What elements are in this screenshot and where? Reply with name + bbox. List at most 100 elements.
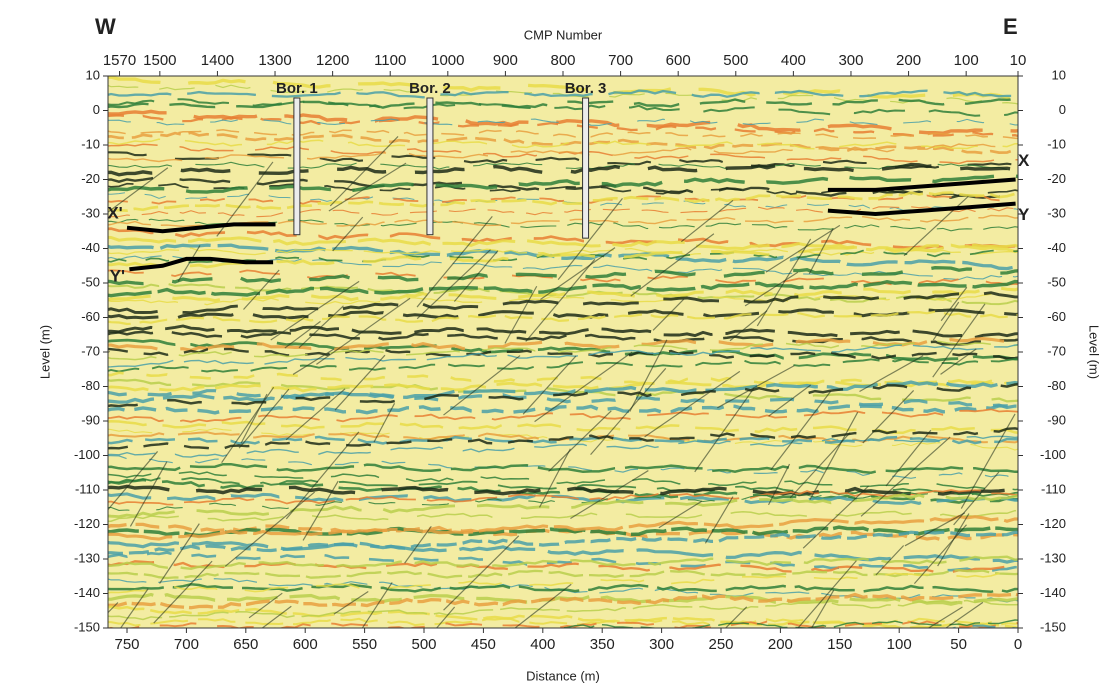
x-tick-label: 100 (887, 636, 912, 653)
texture-stripe (108, 339, 1018, 361)
texture-stripe (108, 471, 1018, 491)
x2-axis-title: CMP Number (524, 27, 603, 42)
texture-stripe (108, 330, 1018, 346)
y2-tick-label: -70 (1047, 343, 1066, 358)
texture-stripe (108, 235, 1018, 254)
x2-tick-label: 600 (666, 52, 691, 69)
x2-tick-label: 100 (954, 52, 979, 69)
texture-dip (248, 592, 283, 619)
texture-dip (522, 355, 577, 415)
texture-stripe (108, 243, 1018, 269)
x2-tick-label: 700 (608, 52, 633, 69)
texture-dip (435, 606, 456, 628)
x2-tick-label: 400 (781, 52, 806, 69)
texture-dip (885, 429, 932, 487)
x-tick-label: 450 (471, 636, 496, 653)
texture-stripe (108, 569, 1018, 580)
texture-dip (944, 601, 984, 628)
borehole (426, 97, 434, 236)
y2-tick-label: -60 (1047, 309, 1066, 324)
x-tick-label: 200 (768, 636, 793, 653)
y-tick-label: -130 (74, 550, 100, 565)
y-tick-label: 10 (86, 67, 100, 82)
x2-tick-label: 200 (896, 52, 921, 69)
horizon-line (126, 222, 276, 234)
texture-stripe (108, 227, 1018, 250)
texture-dip (960, 413, 1016, 509)
texture-dip (557, 198, 623, 281)
texture-dip (243, 269, 280, 310)
x2-tick-label: 300 (838, 52, 863, 69)
y2-tick-label: -10 (1047, 136, 1066, 151)
x-tick-label: 650 (233, 636, 258, 653)
texture-stripe (108, 489, 1018, 506)
texture-stripe (108, 138, 1018, 150)
y2-axis-title: Level (m) (1087, 325, 1102, 379)
texture-dip (302, 480, 339, 541)
x-tick-label: 750 (114, 636, 139, 653)
texture-dip (875, 545, 905, 576)
borehole-label: Bor. 1 (276, 80, 318, 97)
y2-tick-label: -140 (1040, 585, 1066, 600)
texture-dip (767, 463, 791, 506)
y-tick-label: -140 (74, 585, 100, 600)
texture-stripe (108, 571, 1018, 594)
y-tick-label: -40 (81, 240, 100, 255)
texture-stripe (108, 617, 1018, 627)
x2-tick-label: 900 (493, 52, 518, 69)
texture-dip (453, 250, 499, 302)
texture-stripe (108, 540, 1018, 564)
texture-stripe (108, 515, 1018, 541)
texture-dip (652, 298, 685, 331)
texture-dip (108, 451, 159, 511)
texture-dip (129, 461, 168, 527)
y2-tick-label: -150 (1040, 619, 1066, 634)
texture-stripe (108, 247, 1018, 256)
texture-stripe (108, 161, 1018, 171)
texture-dip (768, 384, 812, 417)
texture-stripe (108, 324, 1018, 339)
texture-dip (285, 431, 360, 520)
texture-dip (859, 355, 924, 393)
texture-stripe (108, 173, 1018, 194)
texture-stripe (108, 525, 1018, 538)
texture-dip (153, 560, 213, 624)
texture-dip (514, 583, 572, 628)
x-tick-label: 350 (590, 636, 615, 653)
x2-tick-label: 500 (723, 52, 748, 69)
borehole (293, 97, 301, 236)
texture-dip (119, 588, 149, 628)
y-axis-title: Level (m) (37, 325, 52, 379)
texture-stripe (108, 347, 1018, 360)
texture-dip (729, 310, 768, 342)
west-label: W (95, 14, 116, 39)
east-label: E (1003, 14, 1018, 39)
texture-dip (328, 162, 407, 212)
horizon-label: Y' (110, 267, 125, 286)
texture-dip (238, 388, 290, 449)
texture-stripe (108, 310, 1018, 326)
texture-dip (765, 224, 841, 273)
x-tick-label: 50 (950, 636, 967, 653)
texture-stripe (108, 114, 1018, 138)
x2-tick-label: 1500 (143, 52, 176, 69)
texture-dip (913, 524, 967, 585)
texture-stripe (108, 620, 1018, 628)
texture-dip (373, 403, 396, 443)
y-tick-label: -150 (74, 619, 100, 634)
texture-dip (316, 297, 411, 365)
texture-stripe (108, 286, 1018, 303)
texture-stripe (108, 266, 1018, 286)
texture-dip (270, 280, 360, 341)
borehole-label: Bor. 3 (565, 80, 607, 97)
texture-stripe (108, 194, 1018, 205)
x-tick-label: 600 (293, 636, 318, 653)
texture-stripe (108, 599, 1018, 621)
x-tick-label: 500 (411, 636, 436, 653)
texture-dip (770, 390, 832, 471)
texture-dip (177, 245, 201, 282)
texture-dip (504, 285, 538, 344)
x-tick-label: 400 (530, 636, 555, 653)
borehole-label: Bor. 2 (409, 80, 451, 97)
